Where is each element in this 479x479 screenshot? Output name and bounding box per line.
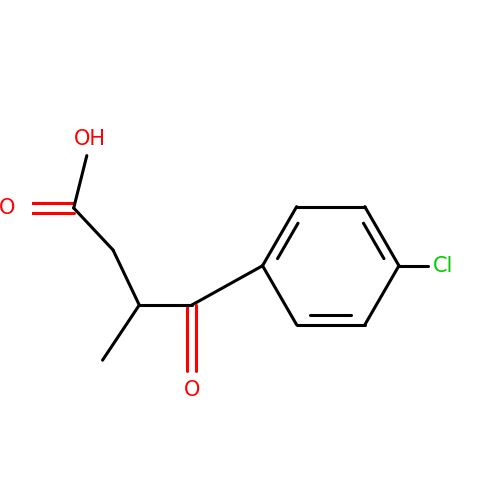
Text: Cl: Cl xyxy=(433,256,454,276)
Text: OH: OH xyxy=(73,129,105,149)
Text: O: O xyxy=(0,198,15,218)
Text: O: O xyxy=(183,380,200,400)
